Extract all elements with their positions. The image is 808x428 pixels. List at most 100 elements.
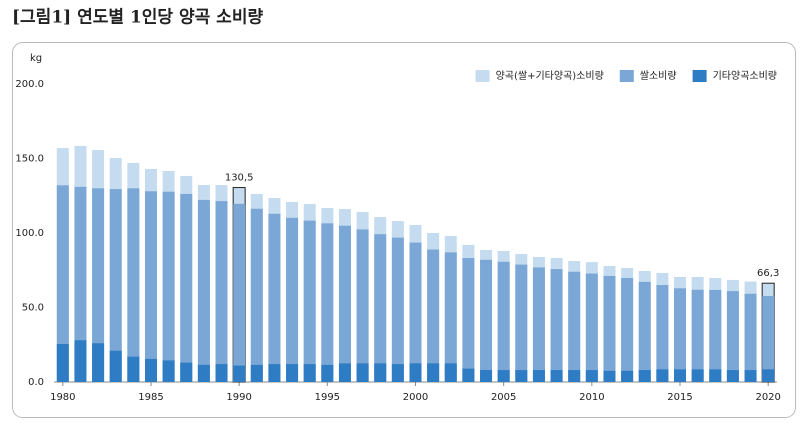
- bar: [480, 259, 493, 382]
- bar: [585, 273, 598, 382]
- bar: [391, 364, 404, 382]
- bar: [427, 249, 440, 382]
- bar: [409, 242, 422, 382]
- data-label: 66,3: [757, 268, 779, 279]
- bar: [744, 370, 757, 382]
- x-tick-label: 2005: [491, 392, 516, 403]
- bar: [691, 289, 704, 382]
- bar: [109, 189, 122, 382]
- bar: [321, 223, 334, 382]
- legend-swatch: [692, 70, 707, 82]
- bar: [603, 275, 616, 382]
- bar: [550, 370, 563, 382]
- bar: [497, 370, 510, 382]
- bar: [726, 370, 739, 382]
- bar: [515, 264, 528, 382]
- x-tick-label: 2015: [667, 392, 692, 403]
- bar: [92, 188, 105, 382]
- chart-title: [그림1] 연도별 1인당 양곡 소비량: [12, 8, 263, 28]
- bar: [497, 261, 510, 382]
- bar: [109, 350, 122, 382]
- y-tick-label: 200.0: [15, 79, 44, 90]
- bar: [462, 368, 475, 382]
- x-tick-label: 1990: [226, 392, 251, 403]
- bar: [233, 203, 246, 382]
- bar: [303, 364, 316, 382]
- bar: [532, 267, 545, 382]
- bar: [568, 370, 581, 382]
- x-tick-label: 2010: [579, 392, 604, 403]
- x-tick-label: 1995: [315, 392, 340, 403]
- bar: [691, 369, 704, 382]
- bar: [215, 201, 228, 382]
- legend-label: 기타양곡소비량: [713, 70, 777, 82]
- bar: [197, 364, 210, 382]
- bar: [391, 237, 404, 382]
- bar: [568, 271, 581, 382]
- bar: [744, 293, 757, 382]
- bar: [250, 364, 263, 382]
- bar: [356, 229, 369, 382]
- bar: [374, 234, 387, 382]
- bar: [74, 186, 87, 382]
- legend-label: 양곡(쌀+기타양곡)소비량: [496, 70, 604, 82]
- bar: [233, 365, 246, 382]
- bar: [127, 356, 140, 382]
- bar: [674, 288, 687, 382]
- bar: [303, 220, 316, 382]
- x-tick-label: 2020: [755, 392, 780, 403]
- bar: [427, 363, 440, 382]
- y-tick-label: 50.0: [22, 303, 44, 314]
- bar: [338, 225, 351, 382]
- bar: [762, 369, 775, 382]
- bar: [250, 208, 263, 382]
- bar: [92, 343, 105, 382]
- bar: [444, 363, 457, 382]
- y-tick-label: 100.0: [15, 228, 44, 239]
- bar: [638, 370, 651, 382]
- bar: [162, 191, 175, 382]
- bar: [268, 213, 281, 382]
- y-tick-label: 150.0: [15, 154, 44, 165]
- bar: [215, 364, 228, 382]
- legend-swatch: [475, 70, 490, 82]
- y-tick-label: 0.0: [28, 377, 44, 388]
- chart-frame: [12, 42, 796, 418]
- bar: [638, 281, 651, 382]
- bar: [726, 291, 739, 382]
- y-unit: kg: [30, 53, 42, 64]
- bar: [621, 370, 634, 382]
- x-tick-label: 1980: [50, 392, 75, 403]
- bar: [180, 362, 193, 382]
- x-tick-label: 1985: [138, 392, 163, 403]
- bar: [621, 277, 634, 382]
- bar: [603, 370, 616, 382]
- bar: [321, 364, 334, 382]
- bar: [674, 369, 687, 382]
- bar: [162, 360, 175, 382]
- data-label: 130,5: [225, 173, 254, 184]
- x-tick-label: 2000: [403, 392, 428, 403]
- bar: [56, 344, 69, 382]
- bar: [74, 340, 87, 382]
- bar: [762, 296, 775, 382]
- legend-label: 쌀소비량: [640, 70, 677, 82]
- bar: [656, 285, 669, 382]
- bar: [532, 370, 545, 382]
- bar: [127, 188, 140, 382]
- bar: [338, 363, 351, 382]
- bar: [144, 191, 157, 382]
- bar: [444, 252, 457, 382]
- bar: [709, 369, 722, 382]
- bar: [286, 217, 299, 382]
- bar: [286, 364, 299, 382]
- bar: [709, 289, 722, 382]
- bar: [462, 258, 475, 382]
- bar: [409, 363, 422, 382]
- bar: [480, 370, 493, 382]
- bar: [585, 370, 598, 382]
- legend-swatch: [619, 70, 634, 82]
- bar: [56, 185, 69, 382]
- bar: [180, 193, 193, 382]
